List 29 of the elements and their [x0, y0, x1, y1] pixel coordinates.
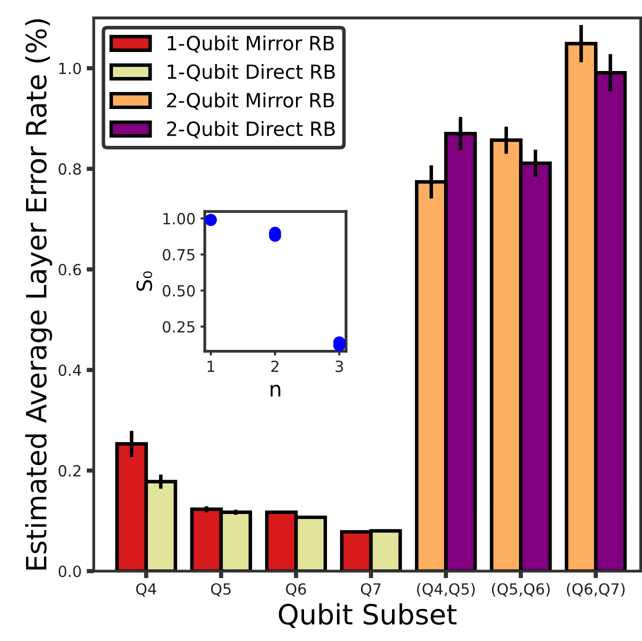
y-tick-label: 0.8 [58, 163, 81, 175]
y-axis-title: Estimated Average Layer Error Rate (%) [25, 19, 52, 570]
x-tick-label: Q7 [360, 583, 381, 597]
x-tick-label: Q4 [136, 583, 156, 597]
legend-label: 2-Qubit Direct RB [167, 121, 335, 138]
y-tick-label: 1.00 [163, 212, 195, 224]
legend-label: 2-Qubit Mirror RB [167, 92, 334, 110]
y-tick-label: 0.50 [162, 285, 195, 297]
legend-label: 1-Qubit Direct RB [168, 64, 335, 82]
legend-label: 1-Qubit Mirror RB [168, 35, 334, 53]
x-tick-label: (Q5,Q6) [492, 582, 550, 597]
x-tick-label: 1 [208, 360, 214, 372]
y-tick-label: 0.25 [162, 321, 194, 333]
y-tick-label: 0.0 [58, 566, 81, 578]
x-axis-title: n [270, 384, 280, 396]
y-axis-title: S₀ [136, 271, 152, 291]
x-tick-label: Q6 [286, 583, 306, 597]
y-tick-label: 0.2 [58, 465, 80, 477]
x-tick-label: 2 [271, 360, 278, 372]
x-axis-title: Qubit Subset [278, 603, 456, 628]
y-tick-label: 0.4 [58, 364, 82, 376]
x-tick-label: (Q6,Q7) [566, 582, 625, 597]
x-tick-label: (Q4,Q5) [417, 582, 475, 597]
y-tick-label: 0.75 [162, 248, 194, 261]
x-tick-label: 3 [336, 360, 343, 372]
x-tick-label: Q5 [211, 583, 231, 597]
y-tick-label: 1.0 [59, 62, 81, 74]
y-tick-label: 0.6 [58, 264, 81, 276]
point [204, 214, 217, 226]
